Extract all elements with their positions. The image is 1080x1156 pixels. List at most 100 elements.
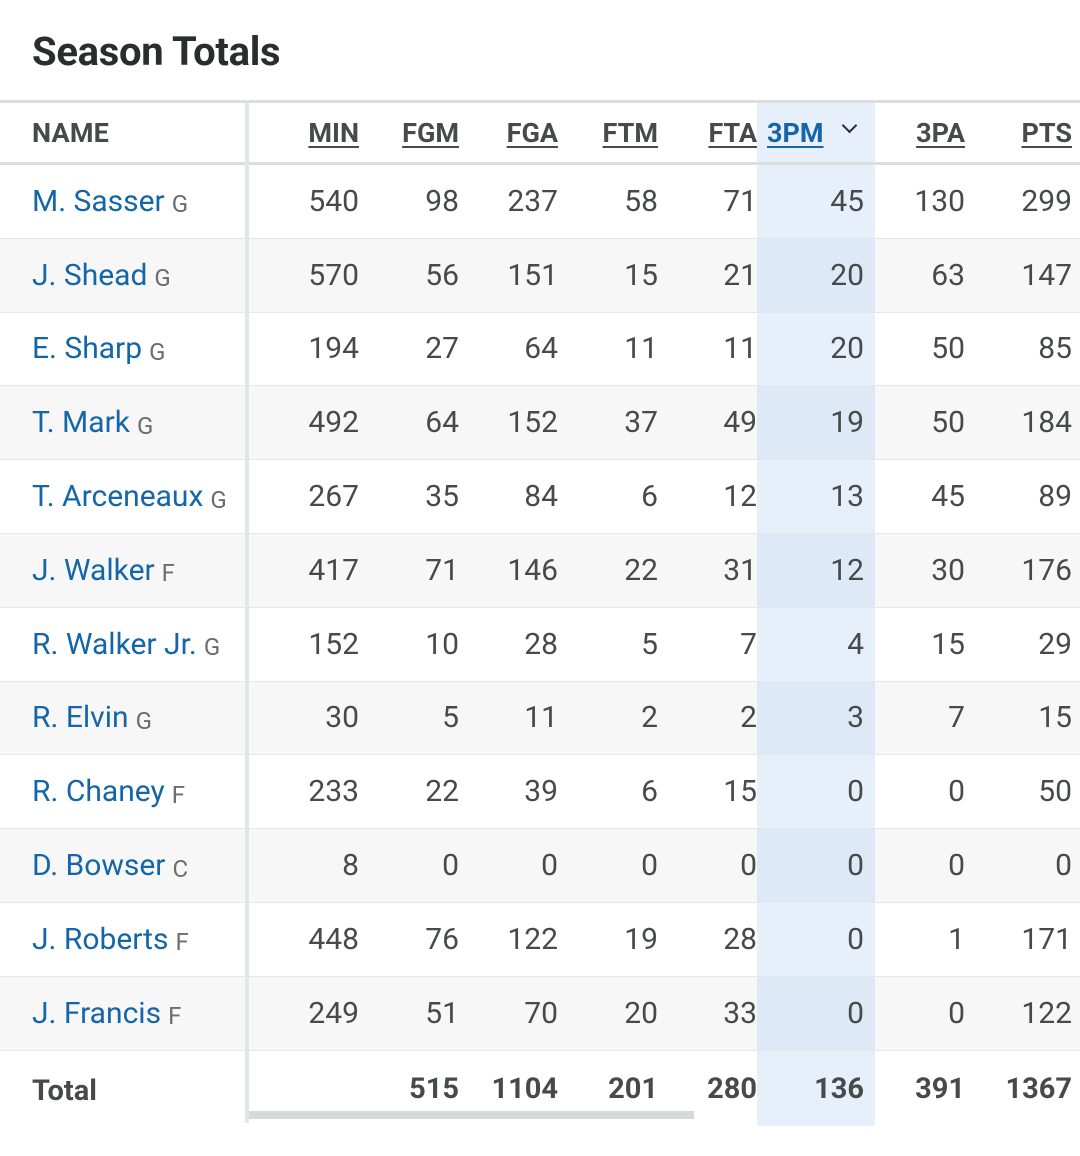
player-name-cell: R. Chaney F	[0, 755, 245, 828]
stat-cell-fga: 39	[524, 774, 558, 810]
player-name-link[interactable]: J. Francis	[32, 995, 162, 1031]
player-position: G	[171, 190, 189, 219]
player-row-stats: 152 10 28 5 7 4 15 29	[249, 607, 1080, 682]
player-position: G	[154, 264, 171, 293]
stat-cell-threepm: 12	[757, 533, 875, 607]
column-header-fga[interactable]: FGA	[506, 116, 558, 149]
stat-cell-fgm: 22	[425, 774, 459, 810]
stat-cell-pts: 15	[1038, 700, 1072, 736]
player-row-name: D. Bowser C	[0, 829, 245, 903]
stat-cell-threepa: 1	[948, 921, 965, 957]
stat-cell-pts: 0	[1055, 848, 1072, 884]
player-name-link[interactable]: J. Shead	[32, 257, 148, 293]
player-name-link[interactable]: R. Chaney	[32, 774, 165, 810]
stat-cell-pts: 29	[1038, 626, 1072, 662]
column-header-fgm[interactable]: FGM	[402, 116, 459, 149]
stat-cell-ftm: 0	[641, 848, 658, 884]
stat-cell-fga: 146	[507, 552, 558, 588]
stat-cell-fga: 152	[507, 405, 558, 441]
stat-cell-fta: 28	[723, 921, 757, 957]
stat-cell-min: 152	[308, 626, 359, 662]
player-name-link[interactable]: T. Arceneaux	[32, 479, 204, 515]
player-position: C	[172, 854, 189, 883]
player-position: F	[161, 559, 175, 588]
total-label-cell: Total	[0, 1051, 245, 1126]
stat-cell-min: 570	[308, 257, 359, 293]
stat-cell-threepa: 0	[948, 774, 965, 810]
player-name-link[interactable]: R. Walker Jr.	[32, 626, 197, 662]
player-name-link[interactable]: M. Sasser	[32, 183, 165, 219]
name-header-cell: NAME	[0, 103, 245, 162]
column-header-3pm[interactable]: 3PM	[757, 103, 875, 162]
player-name-cell: T. Mark G	[0, 386, 245, 459]
player-name-cell: J. Walker F	[0, 534, 245, 607]
stat-cell-threepm: 0	[757, 976, 875, 1050]
stat-cell-fgm: 71	[425, 552, 459, 588]
stat-cell-threepa: 0	[948, 995, 965, 1031]
player-name-link[interactable]: D. Bowser	[32, 848, 166, 884]
stat-cell-threepm: 4	[757, 607, 875, 681]
stat-cell-pts: 50	[1038, 774, 1072, 810]
stat-cell-fga: 151	[507, 257, 558, 293]
stat-cell-ftm: 5	[641, 626, 658, 662]
player-name-link[interactable]: R. Elvin	[32, 700, 129, 736]
stat-cell-threepm: 13	[757, 460, 875, 533]
player-name-cell: E. Sharp G	[0, 313, 245, 386]
stat-cell-fta: 7	[740, 626, 757, 662]
stat-cell-threepa: 45	[931, 479, 965, 515]
total-fgm: 515	[409, 1072, 459, 1107]
header-row-name: NAME	[0, 103, 245, 165]
header-row-stats: MIN FGM FGA FTM FTA 3PM 3PA PTS	[249, 103, 1080, 165]
player-name-cell: J. Shead G	[0, 239, 245, 312]
column-header-fta[interactable]: FTA	[708, 116, 757, 149]
column-header-pts[interactable]: PTS	[1021, 116, 1072, 149]
stat-cell-fga: 11	[524, 700, 558, 736]
player-position: G	[149, 337, 166, 366]
stat-cell-fgm: 51	[425, 995, 459, 1031]
column-header-ftm[interactable]: FTM	[602, 116, 658, 149]
player-name-link[interactable]: T. Mark	[32, 405, 130, 441]
stat-cell-fga: 28	[524, 626, 558, 662]
stat-cell-fga: 0	[541, 848, 558, 884]
stat-cell-threepa: 7	[948, 700, 965, 736]
stat-cell-threepa: 30	[931, 552, 965, 588]
player-row-name: M. Sasser G	[0, 165, 245, 239]
stat-cell-min: 448	[308, 921, 359, 957]
stat-cell-ftm: 6	[641, 479, 658, 515]
stat-cell-fga: 122	[507, 921, 558, 957]
player-row-name: J. Shead G	[0, 238, 245, 313]
stat-cell-fgm: 98	[425, 183, 459, 219]
stat-cell-threepa: 0	[948, 848, 965, 884]
stat-cell-fgm: 76	[425, 921, 459, 957]
stat-cell-min: 194	[308, 331, 359, 367]
stat-cell-fgm: 10	[425, 626, 459, 662]
stat-cell-min: 417	[308, 552, 359, 588]
stat-cell-threepm: 45	[757, 165, 875, 238]
stat-cell-threepm: 3	[757, 681, 875, 755]
stat-cell-threepm: 20	[757, 312, 875, 386]
total-fta: 280	[707, 1072, 757, 1107]
player-row-stats: 570 56 151 15 21 20 63 147	[249, 238, 1080, 313]
stat-cell-fta: 2	[740, 700, 757, 736]
stat-cell-fta: 49	[723, 405, 757, 441]
column-header-3pa[interactable]: 3PA	[916, 116, 965, 149]
player-row-name: R. Elvin G	[0, 681, 245, 756]
horizontal-scrollbar[interactable]	[249, 1111, 694, 1119]
stat-cell-fta: 11	[723, 331, 757, 367]
player-name-link[interactable]: J. Walker	[32, 552, 155, 588]
player-row-stats: 249 51 70 20 33 0 0 122	[249, 976, 1080, 1051]
player-name-link[interactable]: J. Roberts	[32, 921, 169, 957]
player-position: G	[203, 633, 221, 662]
stat-cell-fgm: 56	[425, 257, 459, 293]
stat-cell-min: 267	[308, 479, 359, 515]
season-totals-table: NAME M. Sasser G J. Shead G E. Sharp G T. Mark…	[0, 100, 1080, 1126]
player-name-link[interactable]: E. Sharp	[32, 331, 143, 367]
stats-columns[interactable]: MIN FGM FGA FTM FTA 3PM 3PA PTS 540 98 237…	[249, 103, 1080, 1126]
column-header-min[interactable]: MIN	[308, 116, 359, 149]
player-row-name: T. Arceneaux G	[0, 460, 245, 534]
player-name-cell: J. Francis F	[0, 977, 245, 1050]
player-name-cell: R. Walker Jr. G	[0, 608, 245, 681]
player-position: G	[136, 411, 154, 440]
total-fga: 1104	[491, 1072, 558, 1107]
